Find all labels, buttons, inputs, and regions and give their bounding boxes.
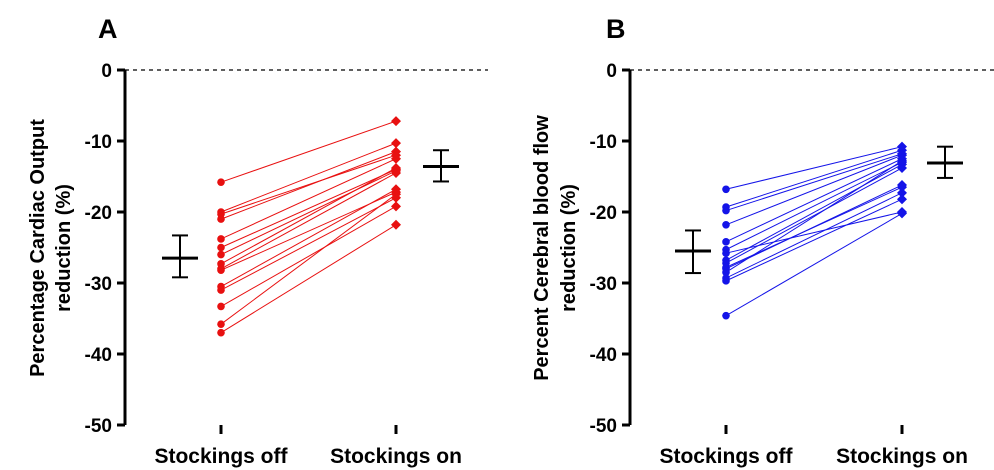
panel-b: B Percent Cerebral blood flow reduction … xyxy=(531,14,994,468)
panel-b-pair-line xyxy=(725,211,903,254)
panel-a-point-off xyxy=(217,250,225,259)
panel-b-pair-line xyxy=(725,167,903,264)
panel-b-point-off xyxy=(722,277,730,285)
panel-a-pair-line xyxy=(220,142,397,213)
panel-b-point-off xyxy=(722,206,730,215)
panel-a-point-on xyxy=(391,146,401,157)
panel-b-y-tick-label: -30 xyxy=(590,274,617,295)
panel-a-y-tick-label: -30 xyxy=(85,274,112,295)
panel-a-pair-line xyxy=(220,224,397,334)
panel-b-point-off xyxy=(722,249,730,257)
panel-a-pair-line xyxy=(220,151,397,220)
panel-a-ylabel-line1: Percentage Cardiac Output xyxy=(27,119,49,377)
panel-a-point-off xyxy=(217,243,225,252)
panel-a-pair-line xyxy=(220,158,397,240)
panel-a-pair-line xyxy=(220,120,397,183)
panel-b-point-on xyxy=(897,182,907,193)
panel-a-ylabel-line2: reduction (%) xyxy=(53,184,75,312)
panel-a-point-off xyxy=(217,215,225,223)
panel-b-pair-line xyxy=(725,163,903,261)
panel-a-point-on xyxy=(391,116,401,127)
panel-a-point-off xyxy=(217,328,225,337)
panel-b-y-tick-label: -20 xyxy=(590,203,617,224)
panel-a-y-tick-label: -40 xyxy=(85,345,112,366)
panel-a-point-on xyxy=(391,167,401,178)
panel-b-letter: B xyxy=(606,14,626,44)
panel-b-pair-line xyxy=(725,198,903,282)
panel-b-pair-line xyxy=(725,212,903,317)
panel-a-pair-line xyxy=(220,154,397,215)
panel-a-point-off xyxy=(217,320,225,328)
panel-a-point-off xyxy=(217,178,225,186)
panel-a-y-tick-label: 0 xyxy=(101,61,112,82)
panel-b-pair-line xyxy=(725,158,903,243)
panel-a-point-off xyxy=(217,235,225,243)
panel-b-pair-line xyxy=(725,154,903,226)
panel-a-pair-line xyxy=(220,188,397,287)
panel-b-y-tick-label: -10 xyxy=(590,132,617,153)
panel-a-pair-line xyxy=(220,170,397,256)
panel-b-pair-line xyxy=(725,149,903,208)
panel-b-point-on xyxy=(897,194,907,205)
panel-a-category-off: Stockings off xyxy=(154,445,288,468)
panel-a-point-off xyxy=(217,286,225,294)
panel-a: A Percentage Cardiac Output reduction (%… xyxy=(27,14,488,468)
panel-b-pair-line xyxy=(725,192,903,279)
panel-b-ylabel-line1: Percent Cerebral blood flow xyxy=(531,115,553,381)
panel-b-pair-line xyxy=(725,161,903,251)
panel-b-pair-line xyxy=(725,153,903,212)
panel-a-y-tick-label: -50 xyxy=(85,416,112,437)
panel-a-pair-line xyxy=(220,197,397,291)
panel-a-point-on xyxy=(391,138,401,149)
panel-a-pair-line xyxy=(220,193,397,325)
panel-a-pair-line xyxy=(220,205,397,307)
panel-a-point-on xyxy=(391,219,401,230)
panel-b-y-tick-label: -50 xyxy=(590,416,617,437)
panel-a-y-tick-label: -10 xyxy=(85,132,112,153)
panel-b-point-on xyxy=(897,187,907,198)
panel-b-y-tick-label: 0 xyxy=(606,61,617,82)
panel-a-point-on xyxy=(391,201,401,212)
panel-a-point-on xyxy=(391,153,401,164)
panel-a-category-on: Stockings on xyxy=(330,445,462,468)
panel-a-point-on xyxy=(391,189,401,200)
panel-a-point-off xyxy=(217,302,225,311)
panel-b-point-off xyxy=(722,311,730,320)
panel-b-point-off xyxy=(722,220,730,229)
panel-b-point-off xyxy=(722,238,730,246)
panel-a-pair-line xyxy=(220,172,397,270)
panel-a-y-tick-label: -20 xyxy=(85,203,112,224)
panel-b-ylabel-line2: reduction (%) xyxy=(558,184,580,312)
panel-b-point-off xyxy=(722,263,730,272)
panel-a-pair-line xyxy=(220,167,397,265)
panel-b-point-off xyxy=(722,185,730,194)
panel-b-pair-line xyxy=(725,186,903,268)
panel-b-category-on: Stockings on xyxy=(836,445,968,468)
panel-a-letter: A xyxy=(98,14,118,44)
panel-a-point-off xyxy=(217,265,225,273)
panel-a-pair-line xyxy=(220,168,397,248)
panel-b-point-on xyxy=(897,208,907,219)
panel-b-category-off: Stockings off xyxy=(659,445,793,468)
panel-b-point-on xyxy=(897,162,907,173)
panel-b-y-tick-label: -40 xyxy=(590,345,617,366)
panel-b-pair-line xyxy=(725,146,903,190)
panel-b-point-on xyxy=(897,155,907,166)
